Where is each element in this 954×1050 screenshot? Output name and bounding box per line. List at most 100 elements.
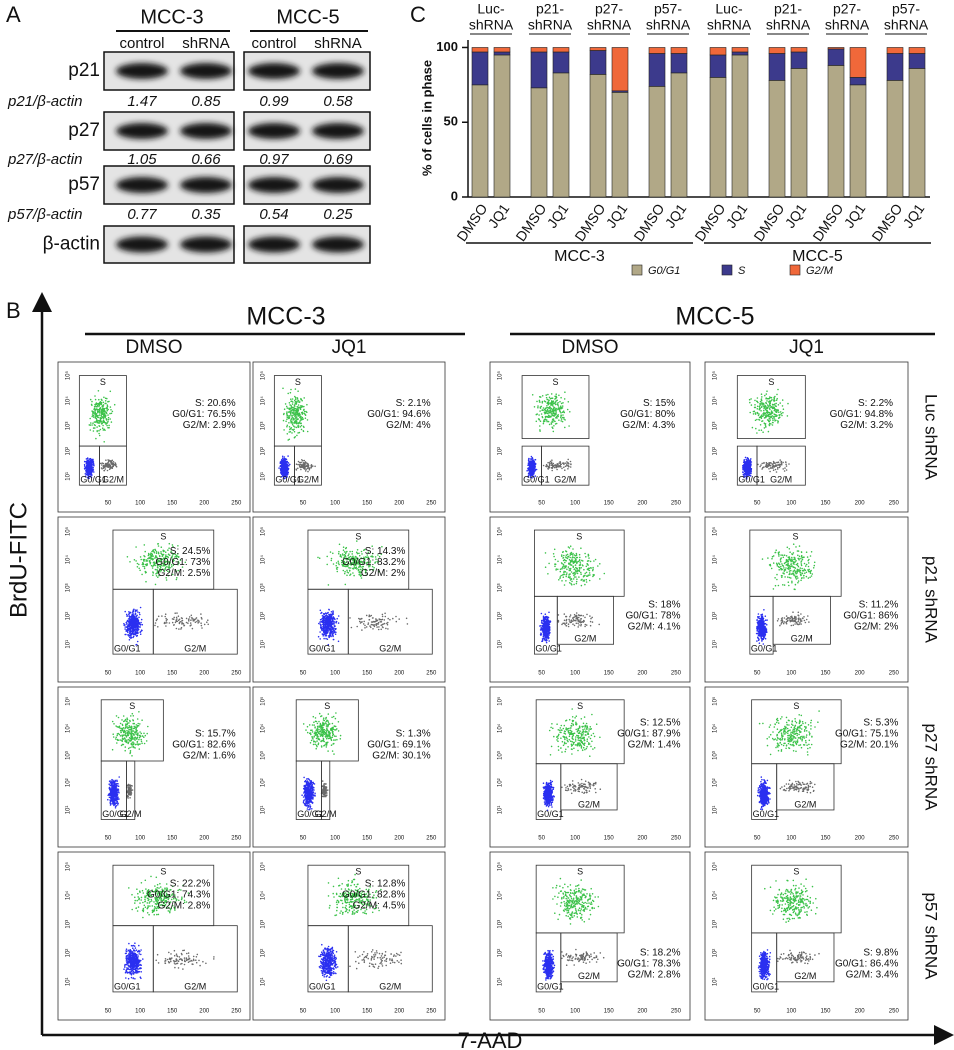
gate-stat: S: 22.2% xyxy=(170,879,211,890)
bar-segment xyxy=(530,51,548,89)
bar-segment xyxy=(670,53,688,74)
dot-cloud xyxy=(317,608,340,646)
dot-cloud xyxy=(756,776,771,811)
x-tick-label: 200 xyxy=(637,1009,648,1015)
gate-label: G0/G1 xyxy=(751,644,778,654)
y-tick-label: 10³ xyxy=(261,751,267,760)
bar-segment xyxy=(709,77,727,198)
x-tick-label: 50 xyxy=(105,671,112,677)
y-tick-label: 10¹ xyxy=(713,472,719,481)
x-tick-label: 150 xyxy=(604,1009,615,1015)
y-tick-label: 10³ xyxy=(66,920,72,929)
y-tick-label: 10⁴ xyxy=(712,555,719,565)
y-tick-label: 10² xyxy=(498,612,504,621)
x-tick-label: 150 xyxy=(362,501,373,507)
gate-stat: G0/G1: 76.5% xyxy=(172,409,235,420)
y-tick-label: 10⁵ xyxy=(65,862,72,872)
plot-frame xyxy=(489,516,691,683)
y-tick-label: 10¹ xyxy=(261,978,267,987)
x-tick-label: 250 xyxy=(231,501,242,507)
x-tick-label: 250 xyxy=(671,671,682,677)
gate-label: S xyxy=(577,867,583,877)
gate-label: G2/M xyxy=(379,644,401,654)
y-tick-label: 10² xyxy=(498,949,504,958)
dot-cloud xyxy=(764,878,818,923)
group-label: p27- xyxy=(595,1,623,17)
gate-stat: G0/G1: 94.6% xyxy=(367,409,430,420)
y-tick-label: 10³ xyxy=(66,422,72,431)
gate-stat: S: 12.5% xyxy=(640,718,681,729)
x-tick-label: 200 xyxy=(855,671,866,677)
x-tick-label: JQ1 xyxy=(900,201,928,231)
y-tick-label: 10¹ xyxy=(261,472,267,481)
dot-cloud xyxy=(742,456,753,480)
y-tick-label: 10⁵ xyxy=(260,696,267,706)
gate-label: G0/G1 xyxy=(738,475,765,485)
x-tick-label: 250 xyxy=(426,671,437,677)
x-tick-label: 150 xyxy=(167,836,178,842)
bar-segment xyxy=(611,47,629,92)
y-tick-label: 10⁵ xyxy=(712,862,719,872)
group-label: shRNA xyxy=(528,17,573,33)
y-tick-label: 10⁴ xyxy=(712,890,719,900)
gate-stat: S: 15.7% xyxy=(195,728,236,739)
y-tick-label: 10¹ xyxy=(498,472,504,481)
group-label: shRNA xyxy=(646,17,691,33)
plot-frame xyxy=(57,361,251,513)
bar-segment xyxy=(611,92,629,198)
x-tick-label: 250 xyxy=(231,671,242,677)
x-tick-label: JQ1 xyxy=(841,201,869,231)
dot-cloud xyxy=(526,455,538,479)
ratio-value: 0.35 xyxy=(191,206,221,223)
gate-stat: G0/G1: 78% xyxy=(625,610,680,621)
group-label: p57- xyxy=(654,1,682,17)
bar-segment xyxy=(908,47,926,54)
y-tick-label: 10² xyxy=(261,612,267,621)
ratio-value: 0.69 xyxy=(323,151,353,168)
gate-stat: S: 18.2% xyxy=(640,948,681,959)
x-tick-label: 250 xyxy=(889,671,900,677)
x-tick-label: 100 xyxy=(330,671,341,677)
blot-band xyxy=(248,123,300,139)
bar-segment xyxy=(827,48,845,66)
gate-label: S xyxy=(160,531,166,541)
dot-cloud xyxy=(757,459,790,473)
x-tick-label: 100 xyxy=(786,671,797,677)
y-tick-label: 10² xyxy=(261,447,267,456)
gate-label: G2/M xyxy=(379,981,401,991)
bar-segment xyxy=(471,47,489,53)
plot-frame xyxy=(704,516,909,683)
y-tick-label: 10¹ xyxy=(713,640,719,649)
gate-stat: S: 15% xyxy=(643,398,675,409)
dot-cloud xyxy=(542,458,572,472)
group-label: shRNA xyxy=(469,17,514,33)
x-tick-label: 50 xyxy=(754,501,761,507)
protein-label: p57 xyxy=(68,174,100,195)
ratio-value: 0.97 xyxy=(259,151,289,168)
bar-segment xyxy=(589,50,607,75)
group-label: shRNA xyxy=(766,17,811,33)
y-tick-label: 10⁴ xyxy=(260,555,267,565)
gate-stat: S: 5.3% xyxy=(863,718,898,729)
bar-segment xyxy=(552,47,570,53)
gate-label: G0/G1 xyxy=(523,475,550,485)
dot-cloud xyxy=(155,949,215,970)
gate-label: G2/M xyxy=(574,634,596,644)
plot-frame xyxy=(57,851,251,1021)
treatment-header: JQ1 xyxy=(332,337,367,358)
dot-cloud xyxy=(317,540,383,586)
x-tick-label: 250 xyxy=(889,1009,900,1015)
gate-label: G0/G1 xyxy=(80,475,107,485)
gate xyxy=(560,763,618,811)
plot-frame xyxy=(57,686,251,848)
bar-segment xyxy=(709,54,727,78)
gate-stat: G0/G1: 69.1% xyxy=(367,739,430,750)
x-tick-label: 200 xyxy=(394,1009,405,1015)
gate-stat: S: 2.2% xyxy=(858,398,893,409)
x-tick-label: 200 xyxy=(394,501,405,507)
y-tick-label: 10³ xyxy=(261,920,267,929)
gate xyxy=(756,445,806,486)
group-label: shRNA xyxy=(587,17,632,33)
dot-cloud xyxy=(83,457,95,480)
